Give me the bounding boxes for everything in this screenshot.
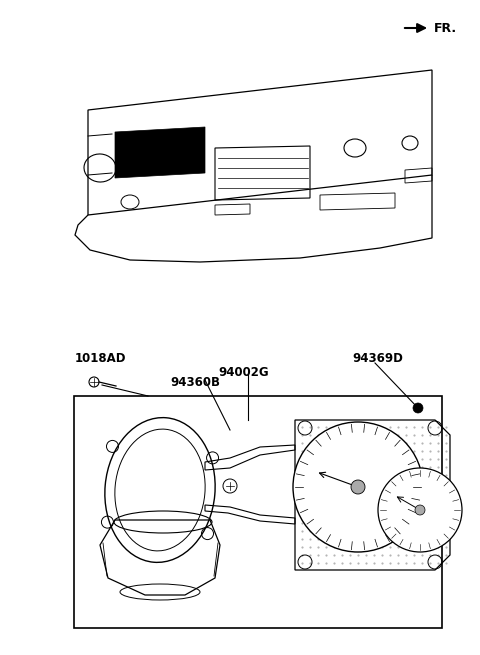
Circle shape: [351, 480, 365, 494]
Bar: [74, 396, 442, 628]
Text: 94002G: 94002G: [218, 365, 269, 379]
Text: FR.: FR.: [434, 22, 457, 35]
Text: 94369D: 94369D: [352, 352, 403, 364]
Circle shape: [293, 422, 423, 552]
Polygon shape: [115, 127, 205, 178]
Text: 94360B: 94360B: [170, 377, 220, 390]
Circle shape: [413, 403, 423, 413]
Circle shape: [415, 505, 425, 515]
Circle shape: [378, 468, 462, 552]
Text: 1018AD: 1018AD: [75, 352, 127, 364]
